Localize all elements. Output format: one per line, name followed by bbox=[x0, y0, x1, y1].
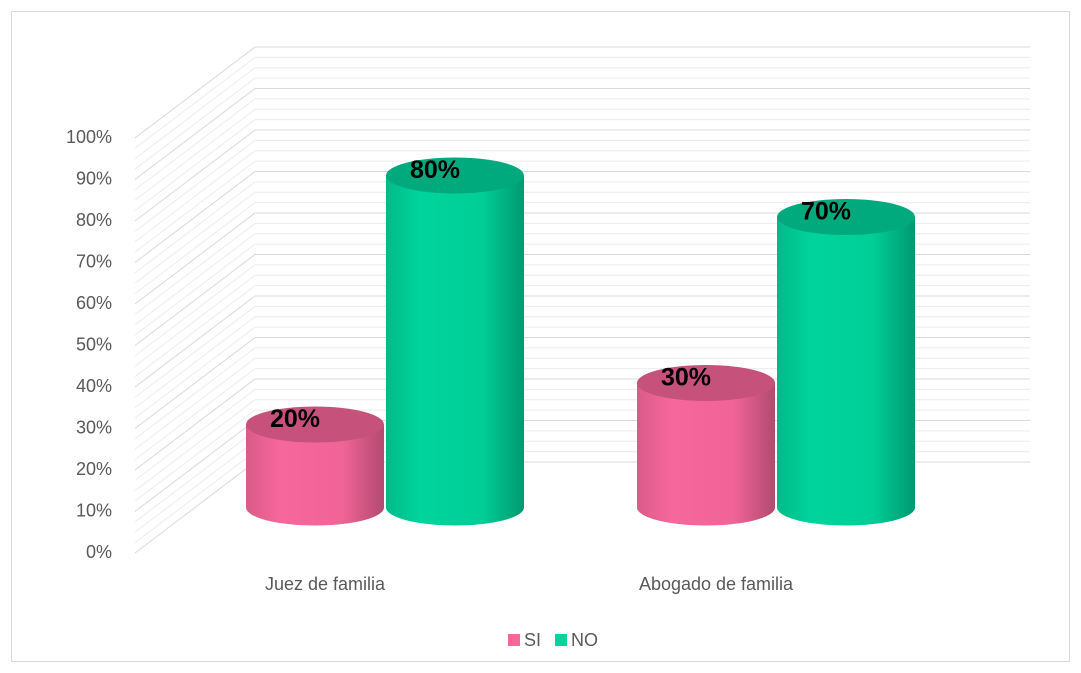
bar-top bbox=[246, 406, 384, 443]
y-tick-label: 10% bbox=[76, 500, 112, 520]
bar-top bbox=[637, 365, 775, 401]
minor-grid-line bbox=[134, 285, 1030, 378]
minor-grid-line bbox=[134, 305, 1030, 398]
y-tick-label: 90% bbox=[76, 168, 112, 188]
data-label: 70% bbox=[801, 198, 851, 226]
y-tick-label: 70% bbox=[76, 251, 112, 271]
y-tick-label: 30% bbox=[76, 417, 112, 437]
legend-swatch bbox=[555, 634, 568, 646]
minor-grid-line bbox=[134, 202, 1030, 295]
x-tick-label: Abogado de familia bbox=[639, 574, 794, 594]
minor-grid-line bbox=[134, 233, 1030, 326]
y-tick-label: 40% bbox=[76, 376, 112, 396]
grid-line bbox=[134, 46, 1030, 139]
minor-grid-line bbox=[134, 56, 1030, 149]
minor-grid-line bbox=[134, 264, 1030, 357]
grid-line bbox=[134, 295, 1030, 388]
minor-grid-line bbox=[134, 108, 1030, 201]
data-label: 30% bbox=[661, 364, 711, 392]
minor-grid-line bbox=[134, 316, 1030, 409]
minor-grid-line bbox=[134, 150, 1030, 243]
minor-grid-line bbox=[134, 368, 1030, 461]
minor-grid-line bbox=[134, 67, 1030, 160]
minor-grid-line bbox=[134, 357, 1030, 450]
data-label: 20% bbox=[270, 405, 320, 433]
y-tick-label: 50% bbox=[76, 334, 112, 354]
legend-label: SI bbox=[524, 630, 541, 650]
bar bbox=[637, 383, 775, 526]
grid-line bbox=[134, 129, 1030, 222]
legend-swatch bbox=[508, 634, 520, 646]
legend-label: NO bbox=[571, 630, 598, 650]
minor-grid-line bbox=[134, 243, 1030, 336]
grid-line bbox=[134, 171, 1030, 263]
data-label: 80% bbox=[410, 156, 460, 184]
minor-grid-line bbox=[134, 181, 1030, 274]
y-tick-label: 60% bbox=[76, 293, 112, 313]
bar-top bbox=[386, 157, 524, 194]
minor-grid-line bbox=[134, 274, 1030, 367]
grid-line bbox=[134, 88, 1030, 180]
grid-line bbox=[134, 212, 1030, 305]
minor-grid-line bbox=[134, 191, 1030, 284]
bar bbox=[386, 175, 524, 526]
minor-grid-line bbox=[134, 98, 1030, 191]
y-tick-label: 100% bbox=[66, 127, 112, 147]
y-tick-label: 80% bbox=[76, 210, 112, 230]
minor-grid-line bbox=[134, 77, 1030, 170]
x-tick-label: Juez de familia bbox=[265, 574, 386, 594]
minor-grid-line bbox=[134, 160, 1030, 253]
grid-line bbox=[134, 337, 1030, 429]
bar-top bbox=[777, 199, 915, 235]
minor-grid-line bbox=[134, 139, 1030, 232]
minor-grid-line bbox=[134, 222, 1030, 315]
grid-line bbox=[134, 254, 1030, 346]
minor-grid-line bbox=[134, 347, 1030, 440]
minor-grid-line bbox=[134, 119, 1030, 212]
bar bbox=[246, 424, 384, 526]
y-tick-label: 20% bbox=[76, 459, 112, 479]
bar bbox=[777, 217, 915, 526]
y-tick-label: 0% bbox=[86, 542, 112, 562]
minor-grid-line bbox=[134, 326, 1030, 419]
